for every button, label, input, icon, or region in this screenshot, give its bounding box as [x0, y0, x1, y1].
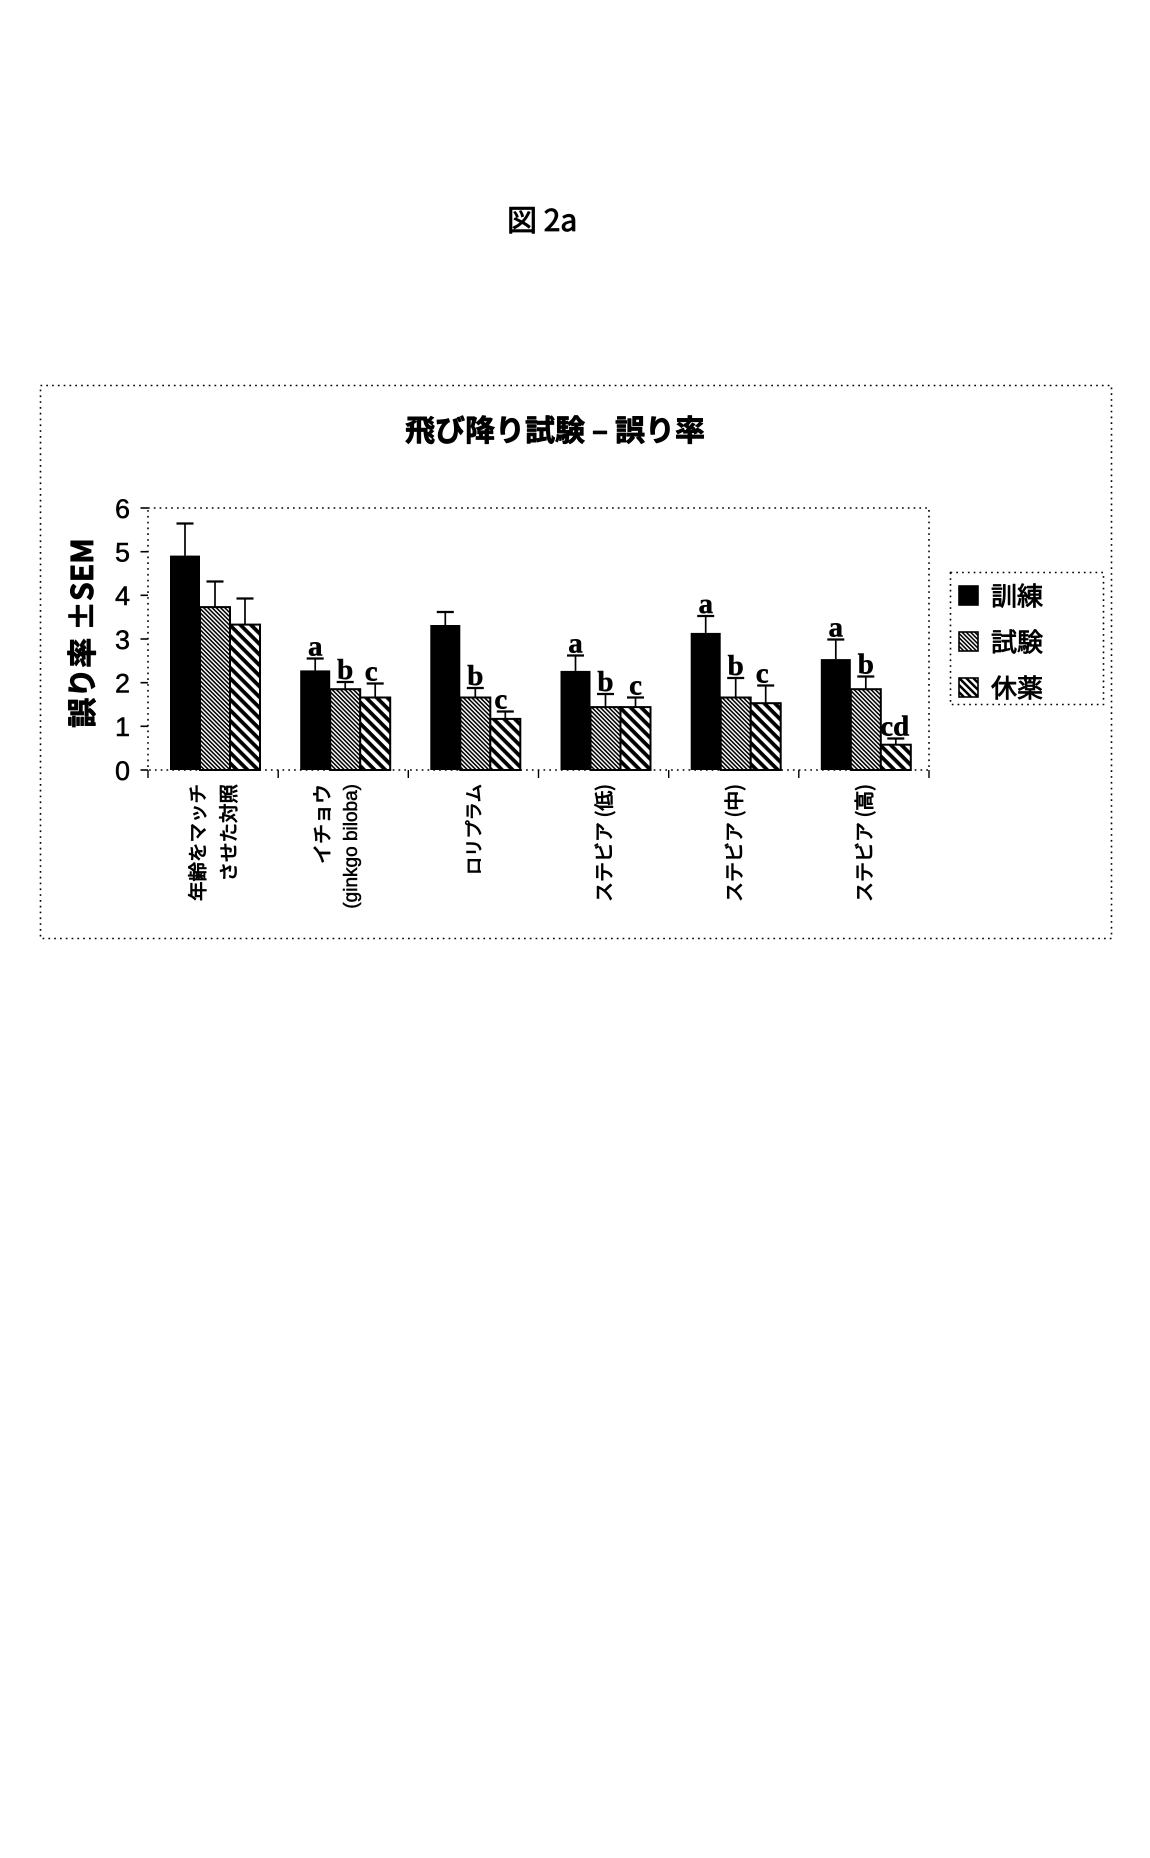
svg-text:4: 4 [115, 581, 130, 611]
svg-text:a: a [829, 612, 844, 644]
svg-text:b: b [728, 650, 744, 682]
svg-text:b: b [858, 649, 874, 681]
svg-text:a: a [698, 588, 713, 620]
svg-text:(ginkgo biloba): (ginkgo biloba) [341, 784, 362, 909]
svg-text:0: 0 [115, 756, 130, 786]
svg-text:a: a [568, 628, 583, 660]
svg-text:6: 6 [115, 494, 130, 524]
svg-text:c: c [365, 656, 378, 688]
svg-text:c: c [494, 684, 507, 716]
svg-text:2: 2 [115, 669, 130, 699]
svg-text:3: 3 [115, 625, 130, 655]
svg-text:b: b [337, 654, 353, 686]
svg-text:5: 5 [115, 538, 130, 568]
svg-text:1: 1 [115, 712, 130, 742]
svg-text:cd: cd [880, 711, 909, 743]
svg-text:a: a [308, 631, 323, 663]
svg-text:c: c [629, 670, 642, 702]
svg-text:b: b [467, 660, 483, 692]
svg-text:c: c [756, 658, 769, 690]
svg-text:b: b [597, 666, 613, 698]
